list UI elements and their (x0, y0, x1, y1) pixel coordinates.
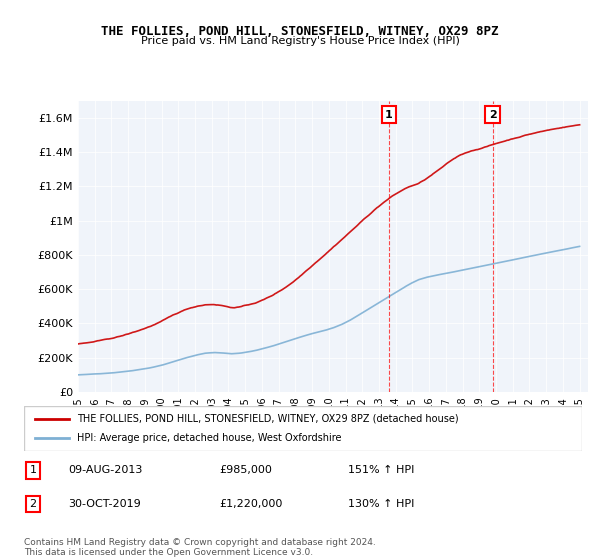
Text: THE FOLLIES, POND HILL, STONESFIELD, WITNEY, OX29 8PZ: THE FOLLIES, POND HILL, STONESFIELD, WIT… (101, 25, 499, 38)
Text: 09-AUG-2013: 09-AUG-2013 (68, 465, 143, 475)
Text: £1,220,000: £1,220,000 (220, 499, 283, 509)
Text: 1: 1 (29, 465, 37, 475)
FancyBboxPatch shape (24, 406, 582, 451)
Text: £985,000: £985,000 (220, 465, 272, 475)
Text: HPI: Average price, detached house, West Oxfordshire: HPI: Average price, detached house, West… (77, 433, 341, 444)
Text: 30-OCT-2019: 30-OCT-2019 (68, 499, 142, 509)
Text: 2: 2 (29, 499, 37, 509)
Text: 2: 2 (489, 110, 497, 119)
Text: 130% ↑ HPI: 130% ↑ HPI (347, 499, 414, 509)
Text: Price paid vs. HM Land Registry's House Price Index (HPI): Price paid vs. HM Land Registry's House … (140, 36, 460, 46)
Text: THE FOLLIES, POND HILL, STONESFIELD, WITNEY, OX29 8PZ (detached house): THE FOLLIES, POND HILL, STONESFIELD, WIT… (77, 413, 458, 423)
Text: Contains HM Land Registry data © Crown copyright and database right 2024.
This d: Contains HM Land Registry data © Crown c… (24, 538, 376, 557)
Text: 151% ↑ HPI: 151% ↑ HPI (347, 465, 414, 475)
Text: 1: 1 (385, 110, 393, 119)
